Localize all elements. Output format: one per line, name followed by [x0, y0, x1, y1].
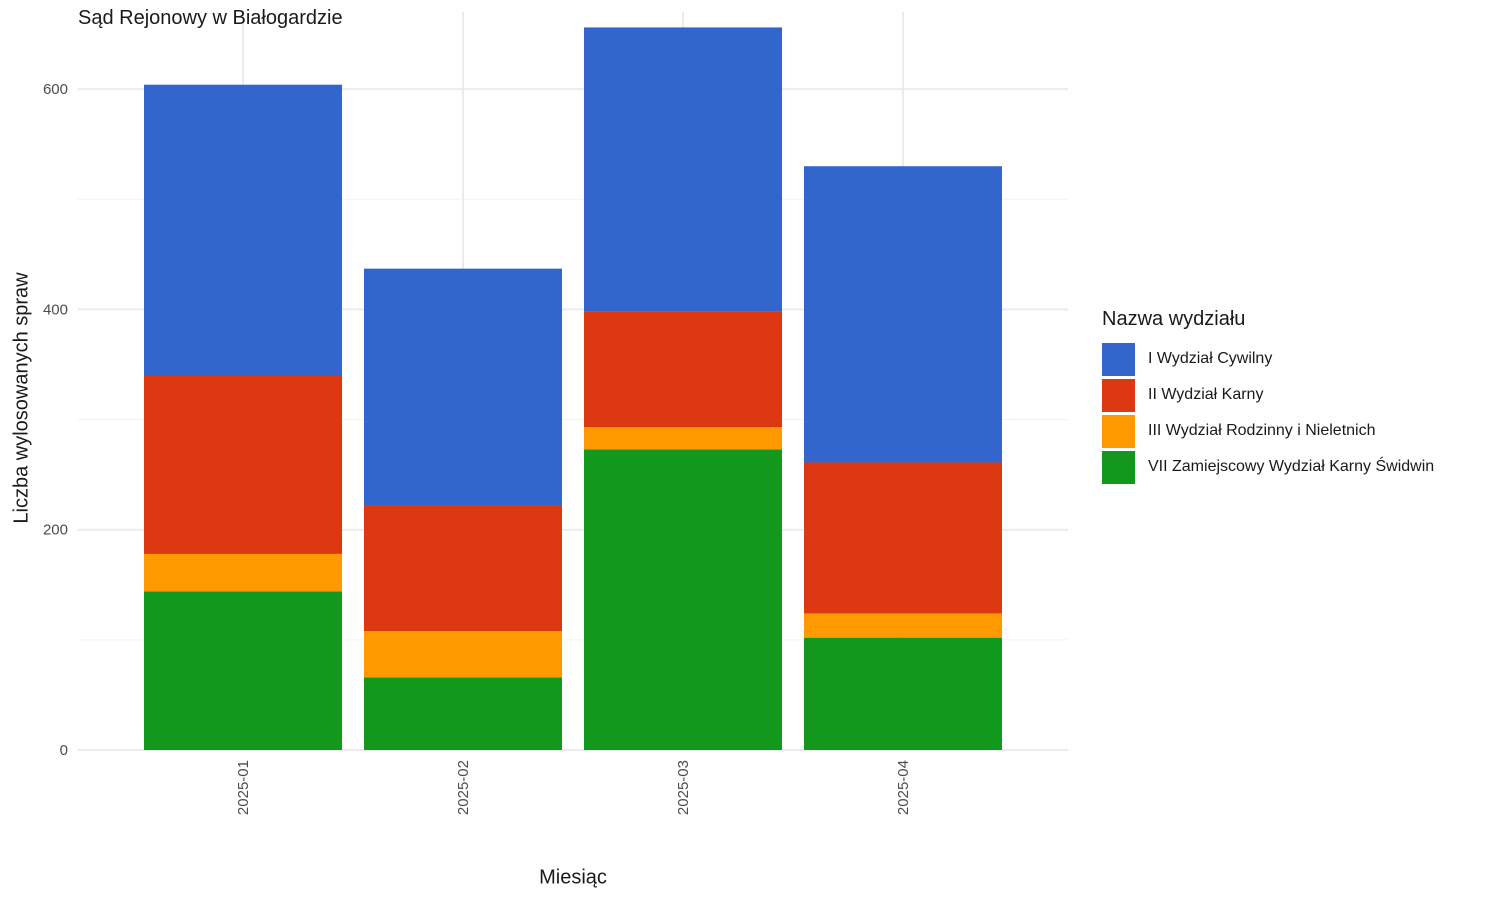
bar-segment	[804, 637, 1002, 750]
legend-label: I Wydział Cywilny	[1148, 350, 1273, 367]
chart-title: Sąd Rejonowy w Białogardzie	[78, 7, 343, 29]
bar-segment	[364, 268, 562, 506]
x-tick-labels: 2025-01 2025-02 2025-03 2025-04	[235, 760, 912, 815]
y-axis-label: Liczba wylosowanych spraw	[10, 272, 33, 524]
legend-swatch	[1102, 378, 1135, 412]
bar-segment	[584, 311, 782, 428]
x-tick-label: 2025-02	[455, 760, 472, 815]
legend-item: VII Zamiejscowy Wydział Karny Świdwin	[1102, 449, 1434, 485]
bar-segment	[584, 27, 782, 312]
y-tick-label: 200	[43, 522, 68, 539]
legend-swatch	[1102, 342, 1135, 376]
bar-segment	[804, 613, 1002, 638]
bar-segment	[804, 462, 1002, 614]
legend-item: I Wydział Cywilny	[1102, 341, 1434, 377]
x-tick-label: 2025-03	[675, 760, 692, 815]
bar-segment	[144, 553, 342, 592]
legend-item: II Wydział Karny	[1102, 377, 1434, 413]
bar-segment	[364, 631, 562, 678]
bar-segment	[364, 505, 562, 632]
legend-label: VII Zamiejscowy Wydział Karny Świdwin	[1148, 458, 1435, 475]
legend-swatch	[1102, 450, 1135, 484]
x-axis-label: Miesiąc	[539, 866, 607, 889]
legend: Nazwa wydziału I Wydział Cywilny II Wydzi…	[1102, 308, 1434, 485]
bar-segment	[364, 677, 562, 750]
x-tick-label: 2025-01	[235, 760, 252, 815]
legend-items: I Wydział Cywilny II Wydział Karny III Wyd…	[1102, 341, 1434, 485]
y-tick-label: 600	[43, 81, 68, 98]
bar-segment	[144, 84, 342, 376]
bar-segment	[804, 166, 1002, 463]
legend-label: II Wydział Karny	[1148, 386, 1264, 403]
x-tick-label: 2025-04	[895, 760, 912, 815]
legend-label: III Wydział Rodzinny i Nieletnich	[1148, 422, 1376, 439]
bars-layer	[144, 27, 1002, 750]
legend-item: III Wydział Rodzinny i Nieletnich	[1102, 413, 1434, 449]
legend-title: Nazwa wydziału	[1102, 308, 1246, 330]
y-tick-label: 0	[60, 742, 68, 759]
bar-segment	[584, 449, 782, 750]
legend-swatch	[1102, 414, 1135, 448]
bar-segment	[144, 591, 342, 750]
y-tick-labels: 0 200 400 600	[43, 81, 68, 759]
y-tick-label: 400	[43, 301, 68, 318]
bar-segment	[584, 427, 782, 450]
bar-segment	[144, 375, 342, 554]
